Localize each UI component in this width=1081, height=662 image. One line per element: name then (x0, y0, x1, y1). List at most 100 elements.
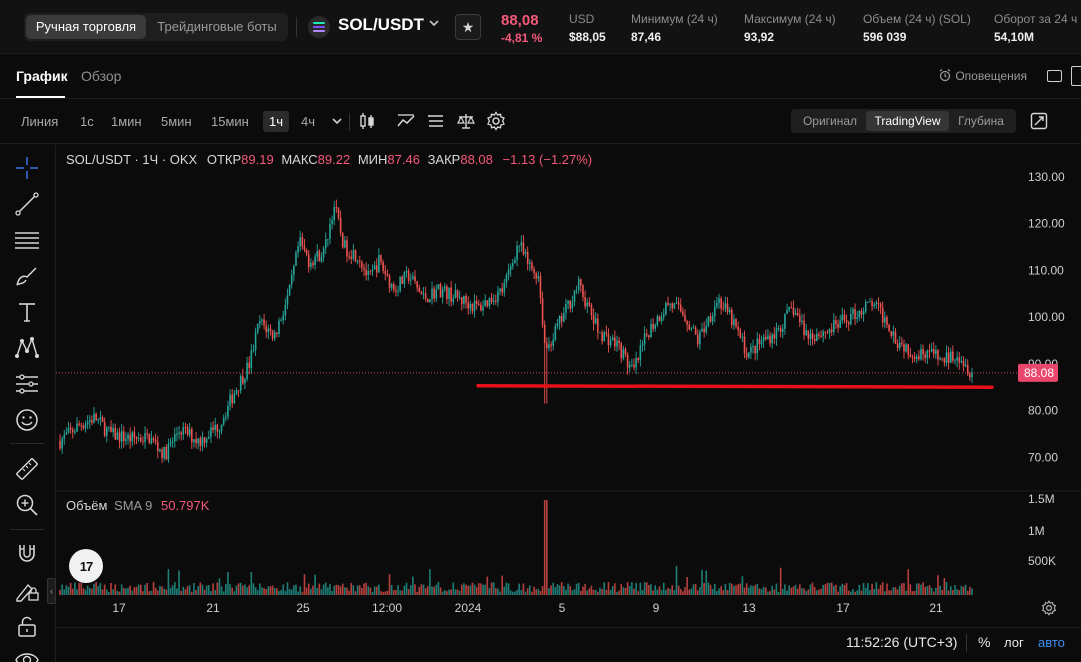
auto-scale-toggle[interactable]: авто (1038, 635, 1065, 650)
volume-bar (137, 584, 140, 595)
timeframe-1m[interactable]: 1мин (111, 114, 142, 129)
view-depth[interactable]: Глубина (958, 114, 1004, 128)
volume-bar (873, 589, 876, 595)
candle-body (318, 251, 321, 262)
brush-tool[interactable] (14, 263, 40, 289)
horizontal-lines-tool[interactable] (14, 227, 40, 253)
prediction-tool[interactable] (14, 371, 40, 397)
price-chart[interactable]: 130.00120.00110.00100.0090.0080.0070.001… (56, 145, 1081, 627)
volume-bar (276, 588, 278, 595)
zoom-tool[interactable] (14, 492, 40, 518)
candle-body (847, 322, 850, 325)
volume-bar (735, 585, 737, 595)
volume-bar (210, 590, 212, 595)
candles-icon[interactable] (357, 111, 377, 131)
volume-bar (867, 583, 869, 595)
layout-window-icon[interactable] (1047, 70, 1062, 82)
pattern-tool[interactable] (14, 335, 40, 361)
volume-tick-label: 1M (1028, 524, 1045, 538)
candle-body (660, 316, 663, 322)
volume-bar (120, 584, 123, 595)
manual-trading-button[interactable]: Ручная торговля (26, 15, 146, 39)
volume-bar (259, 583, 261, 595)
timeframe-5m[interactable]: 5мин (161, 114, 192, 129)
timeframe-1h[interactable]: 1ч (263, 111, 290, 132)
volume-bar (352, 585, 355, 595)
crosshair-icon (16, 157, 38, 179)
candle-body (469, 303, 472, 309)
magnet-tool[interactable] (14, 541, 40, 567)
volume-bar (845, 582, 848, 595)
volume-bar (597, 591, 599, 595)
emoji-tool[interactable] (14, 407, 40, 433)
lock-tool[interactable] (14, 613, 40, 639)
tradingview-logo[interactable]: 17 (69, 549, 103, 583)
volume-bar (841, 583, 844, 595)
volume-bar (724, 583, 727, 595)
log-scale-toggle[interactable]: лог (1004, 635, 1024, 650)
tab-overview[interactable]: Обзор (81, 68, 122, 84)
volume-bar (711, 589, 714, 595)
text-tool[interactable] (14, 299, 40, 325)
indicators-icon[interactable] (396, 111, 416, 131)
volume-bar (907, 569, 910, 595)
candle-body (588, 302, 591, 306)
candle-body (518, 245, 520, 247)
candle-body (577, 279, 580, 290)
volume-bar (193, 583, 195, 595)
volume-bar (125, 588, 127, 595)
volume-bar (254, 587, 257, 595)
eye-tool[interactable] (14, 647, 40, 662)
templates-icon[interactable] (426, 111, 446, 131)
volume-bar (78, 582, 80, 595)
volume-bar (956, 589, 958, 595)
chevron-down-icon[interactable] (327, 111, 347, 131)
volume-bar (454, 589, 457, 595)
volume-bar (95, 582, 97, 595)
candle-body (199, 438, 202, 446)
timeframe-15m[interactable]: 15мин (211, 114, 249, 129)
volume-label: Объём (66, 498, 108, 513)
alerts-button[interactable]: Оповещения (938, 68, 1027, 83)
volume-bar (592, 589, 595, 595)
volume-bar (747, 587, 750, 595)
timeframe-line[interactable]: Линия (21, 114, 59, 129)
volume-bar (475, 586, 478, 595)
crosshair-tool[interactable] (14, 155, 40, 181)
candle-body (388, 275, 391, 288)
expand-icon[interactable] (1030, 112, 1048, 130)
volume-bar (947, 590, 950, 595)
volume-bar (307, 583, 310, 595)
compare-icon[interactable] (456, 111, 476, 131)
popout-window-icon[interactable] (1071, 66, 1081, 86)
timeframe-1s[interactable]: 1с (80, 114, 94, 129)
settings-icon[interactable] (1041, 600, 1057, 616)
lock-drawing-tool[interactable] (14, 577, 40, 603)
candle-body (80, 425, 83, 426)
volume-bar (784, 584, 786, 595)
trading-bots-button[interactable]: Трейдинговые боты (157, 19, 277, 34)
view-tradingview[interactable]: TradingView (866, 111, 949, 131)
trend-line-tool[interactable] (14, 191, 40, 217)
volume-bar (199, 582, 202, 595)
tab-chart[interactable]: График (16, 68, 68, 84)
view-original[interactable]: Оригинал (802, 114, 858, 128)
star-icon[interactable]: ★ (455, 14, 481, 40)
volume-bar (696, 590, 699, 595)
volume-bar (401, 590, 404, 595)
volume-bar (467, 585, 469, 595)
candle-body (707, 316, 710, 326)
volume-bar (539, 590, 542, 595)
ruler-tool[interactable] (14, 456, 40, 482)
pair-selector[interactable]: SOL/USDT (338, 15, 424, 34)
percent-scale-toggle[interactable]: % (978, 634, 991, 650)
candle-body (758, 338, 761, 344)
settings-icon[interactable] (486, 111, 506, 131)
volume-bar (424, 588, 427, 595)
candle-body (218, 430, 221, 432)
candle-body (105, 427, 108, 436)
timeframe-4h[interactable]: 4ч (301, 114, 316, 129)
candle-body (620, 343, 623, 359)
chevron-down-icon[interactable] (428, 16, 440, 32)
collapse-toolbar-button[interactable]: ‹ (47, 578, 56, 604)
